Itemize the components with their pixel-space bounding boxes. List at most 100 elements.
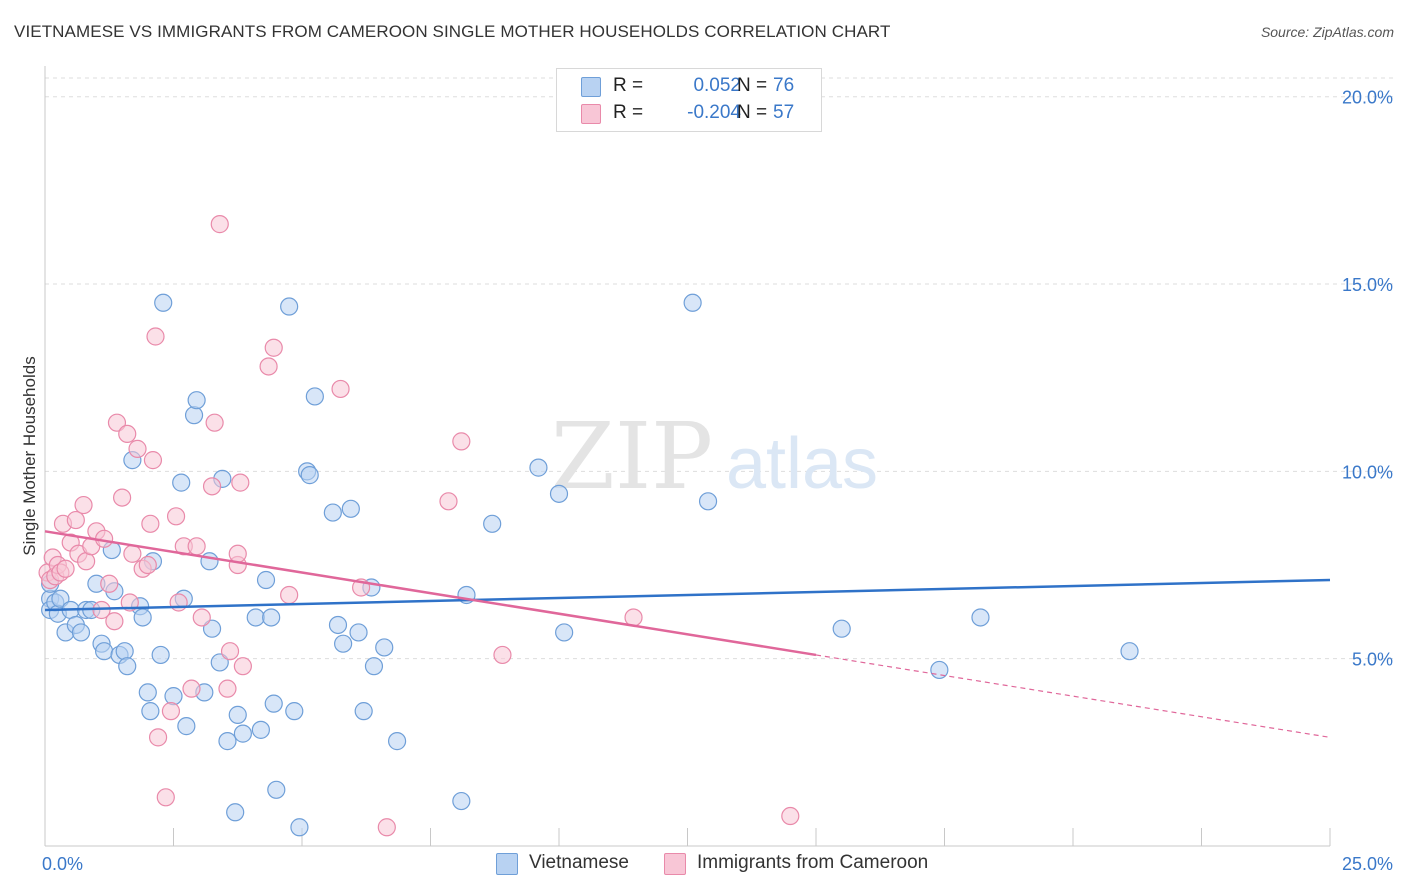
cameroon-point xyxy=(280,585,299,605)
series-swatch-vietnamese xyxy=(496,853,518,875)
vietnamese-point xyxy=(133,608,152,627)
y-axis-label: Single Mother Households xyxy=(20,356,39,555)
cameroon-point xyxy=(331,379,350,399)
cameroon-point xyxy=(138,555,157,575)
cameroon-point xyxy=(264,338,283,357)
cameroon-point xyxy=(128,439,147,458)
cameroon-point xyxy=(146,327,165,346)
vietnamese-point xyxy=(251,720,270,739)
vietnamese-point xyxy=(549,484,569,503)
legend-n-value: 76 xyxy=(773,75,795,96)
vietnamese-point xyxy=(118,657,137,676)
vietnamese-point xyxy=(354,702,373,721)
vietnamese-point xyxy=(267,780,286,799)
cameroon-point xyxy=(156,788,175,807)
vietnamese-point xyxy=(233,724,252,743)
series-legend-label: Immigrants from Cameroon xyxy=(697,852,929,873)
cameroon-point xyxy=(202,477,222,496)
legend-n-value: 57 xyxy=(773,102,795,123)
cameroon-point xyxy=(161,702,181,721)
cameroon-point xyxy=(143,451,163,470)
cameroon-point xyxy=(210,215,229,234)
vietnamese-point xyxy=(555,623,574,642)
vietnamese-point xyxy=(483,514,502,533)
x-tick-label: 0.0% xyxy=(42,854,83,874)
vietnamese-point xyxy=(256,570,276,590)
labels-layer: 5.0% 10.0% 15.0% 20.0% 0.0% 25.0% Single Mothe… xyxy=(20,88,1393,874)
vietnamese-point xyxy=(71,623,91,642)
cameroon-trend-line xyxy=(44,530,817,657)
vietnamese-point xyxy=(51,589,70,608)
cameroon-point xyxy=(781,806,800,826)
vietnamese-point xyxy=(151,645,170,665)
legend-swatch-vietnamese xyxy=(581,77,601,97)
legend-r-label: R = xyxy=(613,102,644,123)
vietnamese-point xyxy=(228,705,247,724)
cameroon-point xyxy=(231,473,250,492)
vietnamese-point xyxy=(202,619,222,638)
source-credit: Source: ZipAtlas.com xyxy=(1260,24,1394,40)
vietnamese-point xyxy=(262,608,281,627)
vietnamese-point xyxy=(95,642,114,661)
vietnamese-point xyxy=(1120,642,1139,661)
vietnamese-point xyxy=(323,503,342,522)
vietnamese-point xyxy=(387,732,407,751)
vietnamese-point xyxy=(683,293,702,312)
vietnamese-point xyxy=(264,694,283,713)
legend-swatch-cameroon xyxy=(581,104,601,124)
vietnamese-point xyxy=(452,791,471,811)
cameroon-point xyxy=(192,608,211,627)
cameroon-point xyxy=(74,495,93,515)
cameroon-point xyxy=(377,818,396,837)
cameroon-point xyxy=(493,645,512,665)
legend-r-value: 0.052 xyxy=(693,75,741,96)
cameroon-point xyxy=(56,559,75,578)
vietnamese-point xyxy=(305,387,324,406)
watermark-zip: ZIP xyxy=(551,403,713,510)
vietnamese-point xyxy=(141,702,160,721)
cameroon-point xyxy=(624,608,643,627)
vietnamese-point xyxy=(154,293,173,312)
cameroon-trend-extension xyxy=(815,654,1331,738)
y-tick-label: 20.0% xyxy=(1342,88,1393,108)
vietnamese-point xyxy=(226,803,245,822)
cameroon-point xyxy=(187,537,206,556)
cameroon-point xyxy=(452,432,471,451)
series-legend-label: Vietnamese xyxy=(529,852,629,873)
cameroon-point xyxy=(107,413,127,432)
vietnamese-point xyxy=(375,638,394,657)
y-tick-label: 10.0% xyxy=(1342,462,1393,482)
axes-layer xyxy=(44,66,1331,847)
series-legend: Vietnamese Immigrants from Cameroon xyxy=(0,852,1406,878)
vietnamese-point xyxy=(218,732,237,751)
cameroon-point xyxy=(166,507,186,526)
cameroon-point xyxy=(259,357,278,376)
vietnamese-point xyxy=(172,473,191,492)
vietnamese-point xyxy=(164,687,183,706)
vietnamese-point xyxy=(115,642,134,661)
cameroon-point xyxy=(218,679,237,698)
watermark: ZIP atlas xyxy=(551,403,878,510)
series-swatch-cameroon xyxy=(664,853,686,875)
grid-layer xyxy=(45,77,1394,660)
vietnamese-point xyxy=(210,653,229,672)
vietnamese-trend-line xyxy=(44,578,1331,612)
cameroon-point xyxy=(220,642,240,661)
cameroon-point xyxy=(169,593,188,612)
watermark-atlas: atlas xyxy=(726,424,878,504)
cameroon-point xyxy=(105,612,124,631)
cameroon-point xyxy=(100,574,119,593)
vietnamese-point xyxy=(200,552,219,571)
vietnamese-point xyxy=(971,608,990,627)
cameroon-point xyxy=(118,424,137,444)
vietnamese-point xyxy=(349,623,368,642)
vietnamese-point xyxy=(187,391,206,410)
y-tick-label: 5.0% xyxy=(1352,650,1393,670)
y-tick-label: 15.0% xyxy=(1342,275,1393,295)
cameroon-point xyxy=(439,492,458,511)
cameroon-point xyxy=(233,657,252,676)
vietnamese-point xyxy=(184,406,204,425)
cameroon-point xyxy=(141,514,160,533)
vietnamese-point xyxy=(341,499,360,518)
